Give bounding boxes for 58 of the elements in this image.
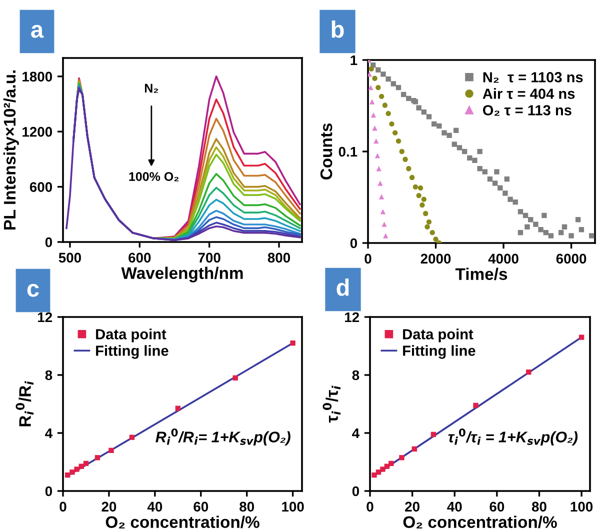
x-tick-label: 500 [58, 252, 81, 263]
y-tick-label: 12 [38, 312, 52, 322]
x-tick-label: 0 [364, 254, 372, 264]
x-axis-title: O₂ concentration/% [106, 516, 260, 528]
x-tick-label: 800 [268, 252, 290, 263]
x-tick-label: 60 [490, 502, 504, 512]
y-axis-title: τ$_{i}$$^{0}$/τ$_{i}$ [322, 386, 341, 423]
y-tick-label: 0 [45, 237, 52, 248]
chart-title: a [31, 24, 44, 38]
x-tick-label: 0 [60, 502, 66, 512]
y-tick-label: 1200 [22, 126, 52, 137]
x-tick-label: 600 [128, 252, 151, 263]
x-tick-label: 2000 [420, 254, 451, 264]
y-tick-label: 0 [350, 238, 358, 248]
legend-label: Data point [96, 328, 166, 342]
x-tick-label: 20 [405, 502, 420, 512]
y-tick-label: 4 [45, 428, 53, 438]
y-tick-label: 12 [345, 312, 360, 322]
x-tick-label: 100 [570, 502, 593, 512]
legend-label: Data point [403, 328, 474, 342]
x-tick-label: 20 [102, 502, 116, 512]
y-tick-label: 8 [352, 370, 360, 380]
legend-label: N₂ τ = 1103 ns [483, 72, 583, 83]
x-tick-label: 80 [532, 502, 546, 512]
x-axis-title: Time/s [455, 268, 508, 280]
y-tick-label: 4 [352, 428, 360, 438]
legend-label: Air τ = 404 ns [482, 88, 575, 99]
y-tick-label: 1800 [22, 72, 52, 82]
annotation: N₂ [144, 84, 158, 93]
y-axis-title: Counts [320, 123, 332, 180]
y-tick-label: 0 [352, 486, 360, 496]
annotation: τ$_{i}$$^{0}$/τ$_{i}$ = 1+K$_{sv}$p(O₂) [448, 428, 578, 446]
y-tick-label: 1 [350, 55, 358, 66]
y-axis-title: PL Intensity×10²/a.u. [3, 70, 19, 230]
x-tick-label: 700 [198, 252, 220, 263]
x-tick-label: 40 [447, 502, 462, 512]
x-tick-label: 60 [194, 502, 208, 512]
x-tick-label: 80 [240, 502, 254, 512]
chart-title: d [336, 278, 349, 296]
annotation: 100% O₂ [129, 172, 179, 182]
y-tick-label: 0 [45, 486, 52, 496]
y-tick-label: 0.1 [338, 146, 358, 157]
x-tick-label: 0 [366, 502, 374, 512]
chart-title: c [27, 284, 39, 297]
x-axis-title: O₂ concentration/% [403, 516, 557, 528]
x-tick-label: 6000 [556, 254, 586, 264]
x-tick-label: 100 [282, 502, 304, 512]
x-tick-label: 40 [147, 502, 162, 512]
y-axis-title: R$_{i}$$^{0}$/R$_{i}$ [16, 380, 34, 426]
legend-label: Fitting line [96, 345, 168, 359]
annotation: R$_{i}$$^{0}$/R$_{i}$= 1+K$_{sv}$p(O₂) [156, 428, 290, 446]
chart-title: b [332, 20, 344, 38]
y-tick-label: 8 [45, 370, 52, 380]
legend-label: O₂ τ = 113 ns [482, 105, 572, 116]
x-tick-label: 4000 [488, 254, 518, 264]
y-tick-label: 600 [30, 182, 52, 192]
x-axis-title: Wavelength/nm [121, 266, 243, 282]
legend-label: Fitting line [403, 345, 476, 359]
